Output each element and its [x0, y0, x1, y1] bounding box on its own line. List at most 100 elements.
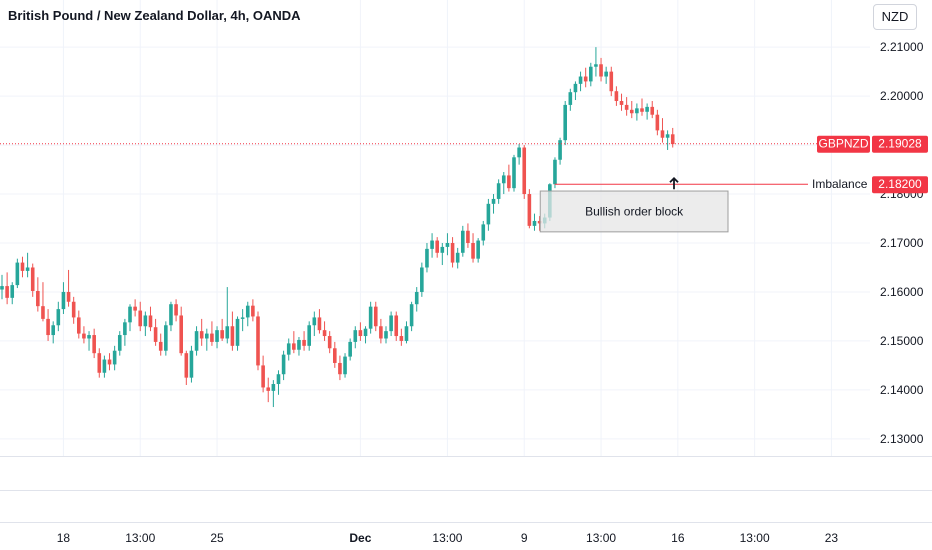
- candle: [61, 282, 66, 314]
- time-tick-label: 13:00: [125, 531, 155, 545]
- time-tick-label: 25: [210, 531, 224, 545]
- candle-body: [276, 374, 281, 385]
- candle: [77, 310, 81, 339]
- time-tick-label: 9: [521, 531, 528, 545]
- candle-body: [537, 220, 542, 224]
- candle: [225, 287, 230, 344]
- candle: [527, 189, 532, 229]
- time-tick-label: 13:00: [432, 531, 462, 545]
- candle: [501, 172, 506, 195]
- candle-body: [169, 304, 173, 326]
- candle: [82, 326, 86, 344]
- candle-body: [179, 315, 183, 354]
- candle: [15, 258, 20, 289]
- candle-body: [46, 318, 50, 336]
- candle-body: [445, 243, 450, 247]
- candle: [507, 164, 511, 192]
- candle: [327, 331, 332, 354]
- candle-body: [486, 203, 491, 225]
- candle: [286, 338, 291, 361]
- candle: [205, 328, 209, 351]
- candle: [179, 306, 183, 356]
- candle: [46, 309, 50, 341]
- candle: [440, 243, 445, 266]
- candle: [20, 256, 25, 278]
- candle: [312, 311, 317, 337]
- candle-body: [568, 92, 573, 105]
- candle-body: [414, 291, 419, 305]
- price-tick-label: 2.20000: [880, 89, 924, 103]
- candle-body: [327, 336, 332, 349]
- candle-body: [15, 262, 20, 286]
- candle: [338, 355, 342, 381]
- candle: [466, 223, 470, 248]
- candle: [645, 103, 649, 120]
- candle-body: [235, 318, 240, 346]
- candle: [210, 321, 214, 346]
- candle-body: [215, 330, 219, 342]
- order-block-box[interactable]: [539, 190, 729, 233]
- candle-body: [128, 306, 132, 323]
- candle-body: [51, 325, 55, 336]
- candle: [563, 101, 567, 146]
- bottom-pane-separator: [0, 456, 932, 457]
- candle-body: [604, 71, 608, 77]
- last-price-tag-text: 2.19028: [878, 137, 922, 151]
- candle: [404, 321, 409, 344]
- candle-body: [496, 183, 501, 199]
- time-axis-border: [0, 522, 932, 523]
- candle-body: [230, 326, 235, 346]
- candle-body: [624, 104, 629, 110]
- candle-body: [266, 387, 271, 391]
- candle-body: [583, 76, 588, 82]
- candle: [353, 326, 358, 349]
- candle-body: [420, 267, 424, 292]
- candle-body: [476, 240, 480, 259]
- candle-body: [322, 330, 327, 337]
- candle-body: [220, 330, 224, 339]
- candle-body: [440, 246, 445, 253]
- time-tick-label: 23: [825, 531, 839, 545]
- candle-body: [614, 91, 619, 101]
- candle: [553, 157, 557, 189]
- price-axis: 2.130002.140002.150002.160002.170002.180…: [880, 40, 924, 446]
- candle: [604, 66, 608, 84]
- candle-body: [578, 76, 583, 84]
- candle: [619, 93, 624, 111]
- candle: [379, 318, 383, 344]
- candle-body: [573, 83, 578, 93]
- candle-body: [640, 108, 644, 112]
- candle-body: [594, 64, 598, 67]
- price-tick-label: 2.21000: [880, 40, 924, 54]
- candle: [537, 216, 542, 231]
- candle: [599, 57, 603, 82]
- candle: [522, 145, 527, 199]
- candle: [66, 269, 71, 307]
- currency-button[interactable]: NZD: [873, 4, 917, 30]
- candle: [635, 103, 639, 121]
- candle: [292, 331, 296, 354]
- candle-body: [71, 301, 76, 318]
- candle: [461, 225, 465, 257]
- candle-body: [368, 306, 373, 329]
- candle-body: [343, 356, 347, 375]
- candle: [368, 301, 373, 334]
- candle-body: [66, 291, 71, 302]
- candle: [281, 350, 286, 381]
- candle-body: [92, 335, 96, 354]
- candle-body: [532, 220, 537, 226]
- candle-body: [189, 350, 194, 378]
- candle: [36, 277, 40, 312]
- candle: [568, 88, 573, 111]
- candle-body: [665, 134, 670, 138]
- candle: [256, 311, 260, 371]
- candle: [230, 311, 235, 351]
- candle: [333, 341, 337, 368]
- candle-body: [461, 230, 465, 253]
- candle: [71, 296, 76, 324]
- candle-body: [317, 317, 322, 331]
- candle: [322, 321, 327, 341]
- candle: [97, 348, 102, 378]
- candle: [486, 198, 491, 231]
